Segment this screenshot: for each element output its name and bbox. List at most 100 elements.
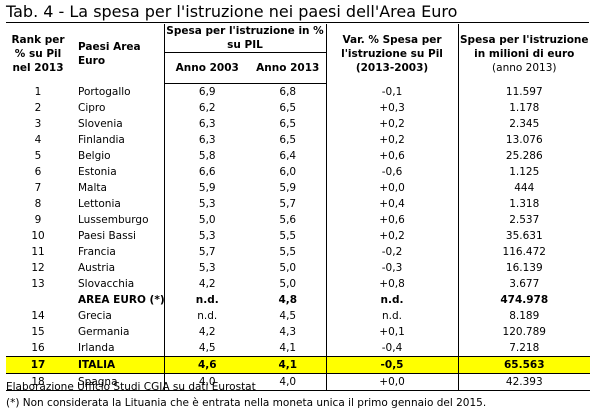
- value-2013-cell: 4,8: [278, 294, 298, 306]
- variation-cell: -0,1: [325, 83, 459, 100]
- variation-cell: +0,1: [325, 324, 459, 340]
- value-2013-cell: 5,5: [279, 246, 297, 258]
- millions-cell: 1.318: [457, 196, 591, 212]
- value-2013-cell: 4,1: [250, 356, 327, 374]
- value-2003-cell: 5,8: [163, 148, 250, 164]
- rank-cell: 4: [34, 134, 42, 146]
- millions-cell: 8.189: [457, 308, 591, 324]
- value-2003-cell: 5,0: [163, 212, 250, 228]
- country-cell: ITALIA: [70, 356, 164, 374]
- rank-cell: 1: [34, 85, 42, 98]
- variation-cell: +0,2: [325, 228, 459, 244]
- rank-cell: 10: [31, 230, 45, 242]
- table-row: 12 Austria 5,3 5,0 -0,3 16.139: [6, 260, 591, 276]
- value-2013-cell: 6,5: [279, 118, 297, 130]
- millions-cell: 1.125: [457, 164, 591, 180]
- country-cell: Germania: [78, 326, 130, 338]
- country-cell: Irlanda: [78, 342, 115, 354]
- variation-cell: +0,0: [325, 180, 459, 196]
- country-cell: Estonia: [78, 166, 117, 178]
- country-cell: Finlandia: [78, 134, 125, 146]
- value-2013-cell: 4,1: [279, 342, 297, 354]
- value-2013-cell: 5,0: [279, 278, 297, 290]
- value-2013-cell: 6,0: [279, 166, 297, 178]
- millions-cell: 42.393: [457, 373, 591, 391]
- value-2013-cell: 4,3: [279, 326, 297, 338]
- value-2003-cell: n.d.: [163, 292, 250, 308]
- value-2003-cell: 5,3: [163, 196, 250, 212]
- rank-cell: [6, 292, 70, 308]
- value-2013-cell: 5,5: [279, 230, 297, 242]
- value-2003-cell: 5,3: [163, 260, 250, 276]
- variation-cell: n.d.: [325, 308, 459, 324]
- table-row: 9 Lussemburgo 5,0 5,6 +0,6 2.537: [6, 212, 591, 228]
- rank-cell: 3: [34, 118, 42, 130]
- table-row: 4 Finlandia 6,3 6,5 +0,2 13.076: [6, 132, 591, 148]
- millions-cell: 1.178: [457, 100, 591, 116]
- variation-cell: -0,2: [325, 244, 459, 260]
- header-countries: Paesi Area Euro: [78, 40, 141, 67]
- value-2013-cell: 5,6: [279, 214, 297, 226]
- millions-cell: 13.076: [457, 132, 591, 148]
- variation-cell: -0,6: [325, 164, 459, 180]
- variation-cell: +0,0: [325, 373, 459, 391]
- value-2003-cell: 5,7: [163, 244, 250, 260]
- millions-cell: 2.345: [457, 116, 591, 132]
- value-2013-cell: 5,0: [279, 262, 297, 274]
- millions-cell: 444: [457, 180, 591, 196]
- value-2003-cell: 6,2: [163, 100, 250, 116]
- country-cell: Lussemburgo: [78, 214, 149, 226]
- variation-cell: +0,6: [325, 212, 459, 228]
- country-cell: Belgio: [78, 150, 111, 162]
- table-row: 7 Malta 5,9 5,9 +0,0 444: [6, 180, 591, 196]
- value-2003-cell: 4,6: [163, 356, 250, 374]
- table-row: 18 Spagna 4,0 4,0 +0,0 42.393: [6, 373, 591, 391]
- variation-cell: +0,6: [325, 148, 459, 164]
- table-row: 3 Slovenia 6,3 6,5 +0,2 2.345: [6, 116, 591, 132]
- table-row: 11 Francia 5,7 5,5 -0,2 116.472: [6, 244, 591, 260]
- country-cell: AREA EURO (*): [78, 294, 165, 306]
- value-2013-cell: 4,5: [279, 310, 297, 322]
- value-2003-cell: 4,2: [163, 324, 250, 340]
- education-spending-table: Rank per % su Pil nel 2013 Paesi Area Eu…: [6, 24, 591, 391]
- rank-cell: 14: [31, 310, 45, 322]
- variation-cell: -0,5: [325, 356, 459, 374]
- table-row: 2 Cipro 6,2 6,5 +0,3 1.178: [6, 100, 591, 116]
- table-row: 6 Estonia 6,6 6,0 -0,6 1.125: [6, 164, 591, 180]
- header-variation: Var. % Spesa per l'istruzione su Pil (20…: [325, 24, 459, 84]
- table-row: 13 Slovacchia 4,2 5,0 +0,8 3.677: [6, 276, 591, 292]
- rank-cell: 12: [31, 262, 45, 274]
- rank-cell: 6: [34, 166, 42, 178]
- value-2003-cell: 6,3: [163, 132, 250, 148]
- millions-cell: 35.631: [457, 228, 591, 244]
- variation-cell: n.d.: [325, 292, 459, 308]
- millions-cell: 120.789: [457, 324, 591, 340]
- rank-cell: 8: [34, 198, 42, 210]
- variation-cell: +0,8: [325, 276, 459, 292]
- millions-cell: 7.218: [457, 340, 591, 357]
- variation-cell: +0,3: [325, 100, 459, 116]
- value-2013-cell: 6,5: [279, 134, 297, 146]
- millions-cell: 2.537: [457, 212, 591, 228]
- value-2003-cell: 6,9: [163, 83, 250, 100]
- country-cell: Paesi Bassi: [78, 230, 136, 242]
- value-2013-cell: 6,8: [279, 86, 297, 98]
- table-row: 15 Germania 4,2 4,3 +0,1 120.789: [6, 324, 591, 340]
- rank-cell: 7: [34, 182, 42, 194]
- country-cell: Portogallo: [78, 85, 131, 98]
- rank-cell: 17: [6, 356, 70, 374]
- value-2003-cell: 4,2: [163, 276, 250, 292]
- rank-cell: 11: [31, 246, 45, 258]
- rank-cell: 18: [6, 373, 70, 391]
- country-cell: Spagna: [70, 373, 164, 391]
- millions-cell: 16.139: [457, 260, 591, 276]
- header-rank: Rank per % su Pil nel 2013: [11, 33, 65, 74]
- table-row: 1 Portogallo 6,9 6,8 -0,1 11.597: [6, 83, 591, 100]
- millions-cell: 25.286: [457, 148, 591, 164]
- country-cell: Austria: [78, 262, 116, 274]
- table-row: 5 Belgio 5,8 6,4 +0,6 25.286: [6, 148, 591, 164]
- value-2003-cell: 4,0: [163, 373, 250, 391]
- value-2013-cell: 6,4: [279, 150, 297, 162]
- country-cell: Lettonia: [78, 198, 121, 210]
- variation-cell: +0,2: [325, 116, 459, 132]
